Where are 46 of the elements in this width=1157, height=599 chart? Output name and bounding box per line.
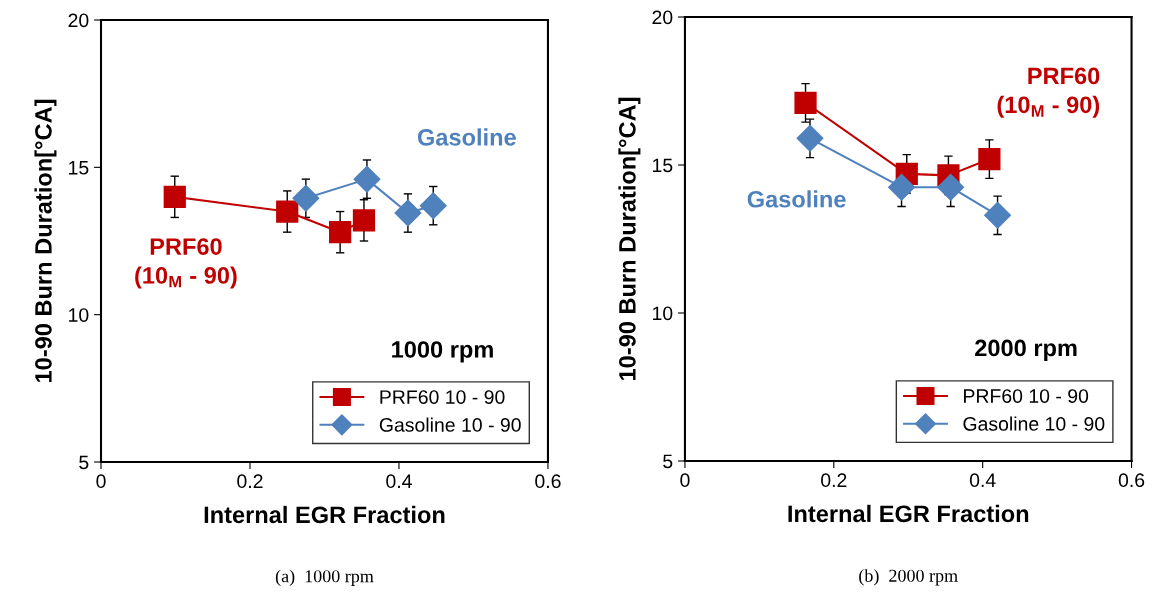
point bbox=[353, 165, 381, 193]
legend-label: Gasoline 10 - 90 bbox=[963, 416, 1105, 431]
point bbox=[292, 184, 320, 212]
y-tick-label: 20 bbox=[652, 10, 673, 25]
text: (b) 2000 rpm bbox=[859, 569, 958, 586]
point bbox=[329, 221, 352, 244]
point bbox=[352, 209, 376, 232]
legend-label: Gasoline 10 - 90 bbox=[379, 417, 521, 432]
y-tick-label: 10 bbox=[653, 306, 673, 321]
point bbox=[794, 91, 817, 114]
annotation: PRF60 (10$_{M}$ - 90) bbox=[135, 238, 237, 289]
y-tick-label: 5 bbox=[79, 455, 89, 470]
annotation: Gasoline bbox=[417, 128, 516, 146]
y-tick-label: 15 bbox=[69, 161, 89, 175]
x-tick-label: 0 bbox=[96, 474, 106, 489]
y-tick-label: 20 bbox=[68, 13, 89, 28]
x-tick-label: 0.4 bbox=[386, 474, 412, 489]
y-tick-label: 15 bbox=[653, 158, 673, 173]
point bbox=[419, 192, 447, 220]
annotation: PRF60 (10$_{M}$ - 90) bbox=[997, 67, 1100, 118]
point bbox=[394, 199, 422, 227]
x-axis-title: Internal EGR Fraction bbox=[788, 504, 1029, 523]
point bbox=[984, 201, 1012, 229]
annotation: 1000 rpm bbox=[392, 341, 493, 363]
y-axis-title: 10-90 Burn Duration[°CA] bbox=[618, 97, 641, 380]
x-tick-label: 0.6 bbox=[535, 474, 561, 489]
annotation: Gasoline bbox=[747, 190, 846, 208]
y-tick-label: 10 bbox=[69, 308, 89, 322]
point bbox=[888, 173, 916, 201]
annotation: 2000 rpm bbox=[975, 339, 1077, 361]
point bbox=[796, 124, 824, 152]
point bbox=[276, 200, 299, 223]
x-tick-label: 0 bbox=[680, 473, 690, 488]
x-tick-label: 0.2 bbox=[237, 474, 263, 489]
x-tick-label: 0.6 bbox=[1118, 473, 1145, 488]
x-tick-label: 0.2 bbox=[821, 473, 847, 488]
point bbox=[978, 147, 1001, 171]
x-tick-label: 0.4 bbox=[969, 473, 996, 488]
legend-label: PRF60 10 - 90 bbox=[964, 389, 1089, 403]
y-tick-label: 5 bbox=[663, 454, 673, 469]
y-axis-title: 10-90 Burn Duration[°CA] bbox=[34, 99, 57, 382]
text: (a) 1000 rpm bbox=[275, 569, 374, 586]
x-axis-title: Internal EGR Fraction bbox=[204, 505, 445, 524]
legend-label: PRF60 10 - 90 bbox=[380, 390, 505, 404]
point bbox=[937, 173, 965, 201]
point bbox=[163, 185, 186, 208]
